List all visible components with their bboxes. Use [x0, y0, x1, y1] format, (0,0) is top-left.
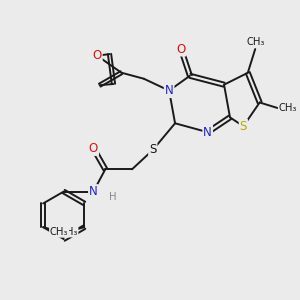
Text: CH₃: CH₃ — [59, 226, 78, 237]
Text: O: O — [176, 43, 186, 56]
Text: N: N — [165, 84, 173, 97]
Text: CH₃: CH₃ — [246, 37, 264, 46]
Text: O: O — [89, 142, 98, 155]
Text: S: S — [240, 120, 247, 133]
Text: N: N — [89, 185, 98, 198]
Text: N: N — [203, 126, 212, 139]
Text: CH₃: CH₃ — [279, 103, 297, 113]
Text: O: O — [92, 49, 102, 62]
Text: S: S — [149, 143, 157, 157]
Text: CH₃: CH₃ — [50, 226, 68, 237]
Text: H: H — [109, 193, 116, 202]
